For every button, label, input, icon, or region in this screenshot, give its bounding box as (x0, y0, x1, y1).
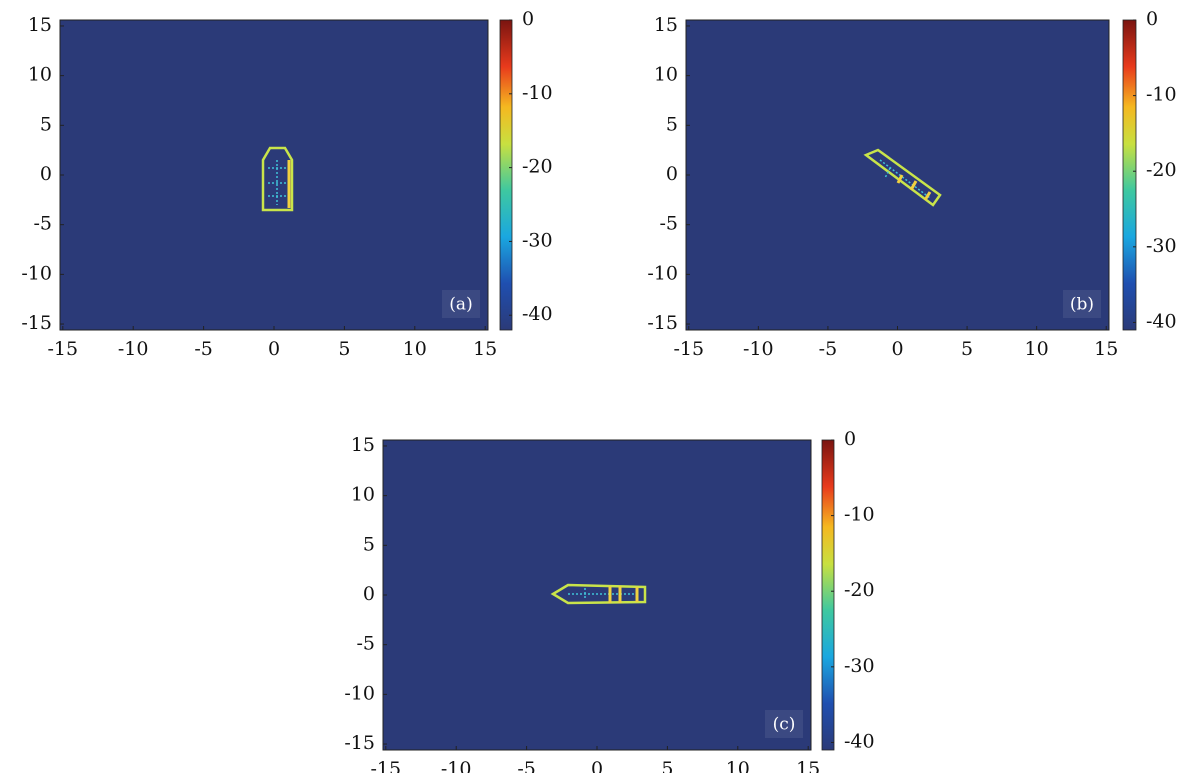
y-tick-label: -5 (33, 213, 52, 235)
x-tick-label: 5 (961, 338, 973, 360)
y-tick-label: 0 (40, 163, 52, 185)
y-tick-label: -15 (647, 312, 678, 334)
y-tick-label: -10 (21, 262, 52, 284)
colorbar-tick-label: 0 (522, 8, 534, 30)
colorbar-tick-label: -10 (844, 504, 875, 526)
y-tick-label: -15 (344, 732, 375, 754)
x-tick-label: -5 (194, 338, 213, 360)
colorbar-tick-label: -20 (1146, 159, 1177, 181)
x-tick-label: 10 (1025, 338, 1049, 360)
x-tick-label: -10 (743, 338, 774, 360)
heatmap-background (383, 440, 811, 750)
x-tick-label: 5 (661, 758, 673, 773)
colorbar (499, 19, 513, 331)
y-tick-label: 5 (40, 113, 52, 135)
ship-detail (268, 160, 288, 205)
y-tick-label: -10 (647, 262, 678, 284)
colorbar-tick-label: -40 (844, 730, 875, 752)
colorbar-tick-label: -30 (1146, 235, 1177, 257)
colorbar (1122, 19, 1137, 331)
annotation-box (1063, 290, 1101, 318)
y-tick-label: 5 (666, 113, 678, 135)
ship-detail (608, 586, 639, 603)
y-tick-label: 10 (28, 64, 52, 86)
panel-label: (c) (773, 715, 796, 735)
colorbar-tick-label: -20 (522, 156, 553, 178)
heatmap-background (686, 20, 1109, 330)
y-tick-label: -5 (356, 633, 375, 655)
x-tick-label: 10 (726, 758, 750, 773)
annotation-box (442, 290, 480, 318)
y-tick-label: -5 (659, 213, 678, 235)
ship-detail (568, 588, 640, 600)
y-tick-label: 5 (363, 533, 375, 555)
x-tick-label: 15 (1094, 338, 1118, 360)
colorbar-tick-label: -10 (522, 82, 553, 104)
colorbar-tick-label: -30 (522, 229, 553, 251)
x-tick-label: 15 (796, 758, 820, 773)
ship-detail (896, 174, 932, 201)
y-tick-label: 10 (654, 64, 678, 86)
x-tick-label: -15 (371, 758, 402, 773)
ship-echo (550, 583, 647, 605)
x-tick-label: -10 (118, 338, 149, 360)
heatmap-background (60, 20, 488, 330)
x-tick-label: 10 (403, 338, 427, 360)
ship-echo (261, 146, 294, 212)
annotation-box (765, 710, 803, 738)
colorbar-tick-label: -30 (844, 655, 875, 677)
colorbar-tick-label: -40 (522, 303, 553, 325)
x-tick-label: 0 (891, 338, 903, 360)
x-tick-label: -10 (441, 758, 472, 773)
x-tick-label: 0 (268, 338, 280, 360)
panel-label: (a) (449, 295, 472, 315)
x-tick-label: 0 (591, 758, 603, 773)
x-tick-label: -15 (673, 338, 704, 360)
y-tick-label: 10 (351, 484, 375, 506)
y-tick-label: 0 (666, 163, 678, 185)
colorbar-tick-label: -20 (844, 579, 875, 601)
y-tick-label: -15 (21, 312, 52, 334)
x-tick-label: 5 (338, 338, 350, 360)
y-tick-label: -10 (344, 682, 375, 704)
colorbar-tick-label: 0 (1146, 8, 1158, 30)
panels: -15 -10 -5 0 5 10 15 -15 -10 -5 0 5 10 15 0 -10 -20 -30 -4… (21, 8, 1176, 773)
colorbar-tick-label: -10 (1146, 84, 1177, 106)
y-tick-label: 15 (28, 14, 52, 36)
y-tick-label: 0 (363, 583, 375, 605)
x-tick-label: -5 (517, 758, 536, 773)
panel-label: (b) (1070, 295, 1094, 315)
ship-echoes (261, 146, 942, 605)
x-tick-label: -15 (48, 338, 79, 360)
x-tick-label: 15 (473, 338, 497, 360)
colorbar (821, 439, 835, 751)
x-tick-label: -5 (819, 338, 838, 360)
colorbar-tick-label: 0 (844, 428, 856, 450)
y-tick-label: 15 (351, 434, 375, 456)
y-tick-label: 15 (654, 14, 678, 36)
ship-detail (879, 159, 931, 199)
colorbar-tick-label: -40 (1146, 310, 1177, 332)
